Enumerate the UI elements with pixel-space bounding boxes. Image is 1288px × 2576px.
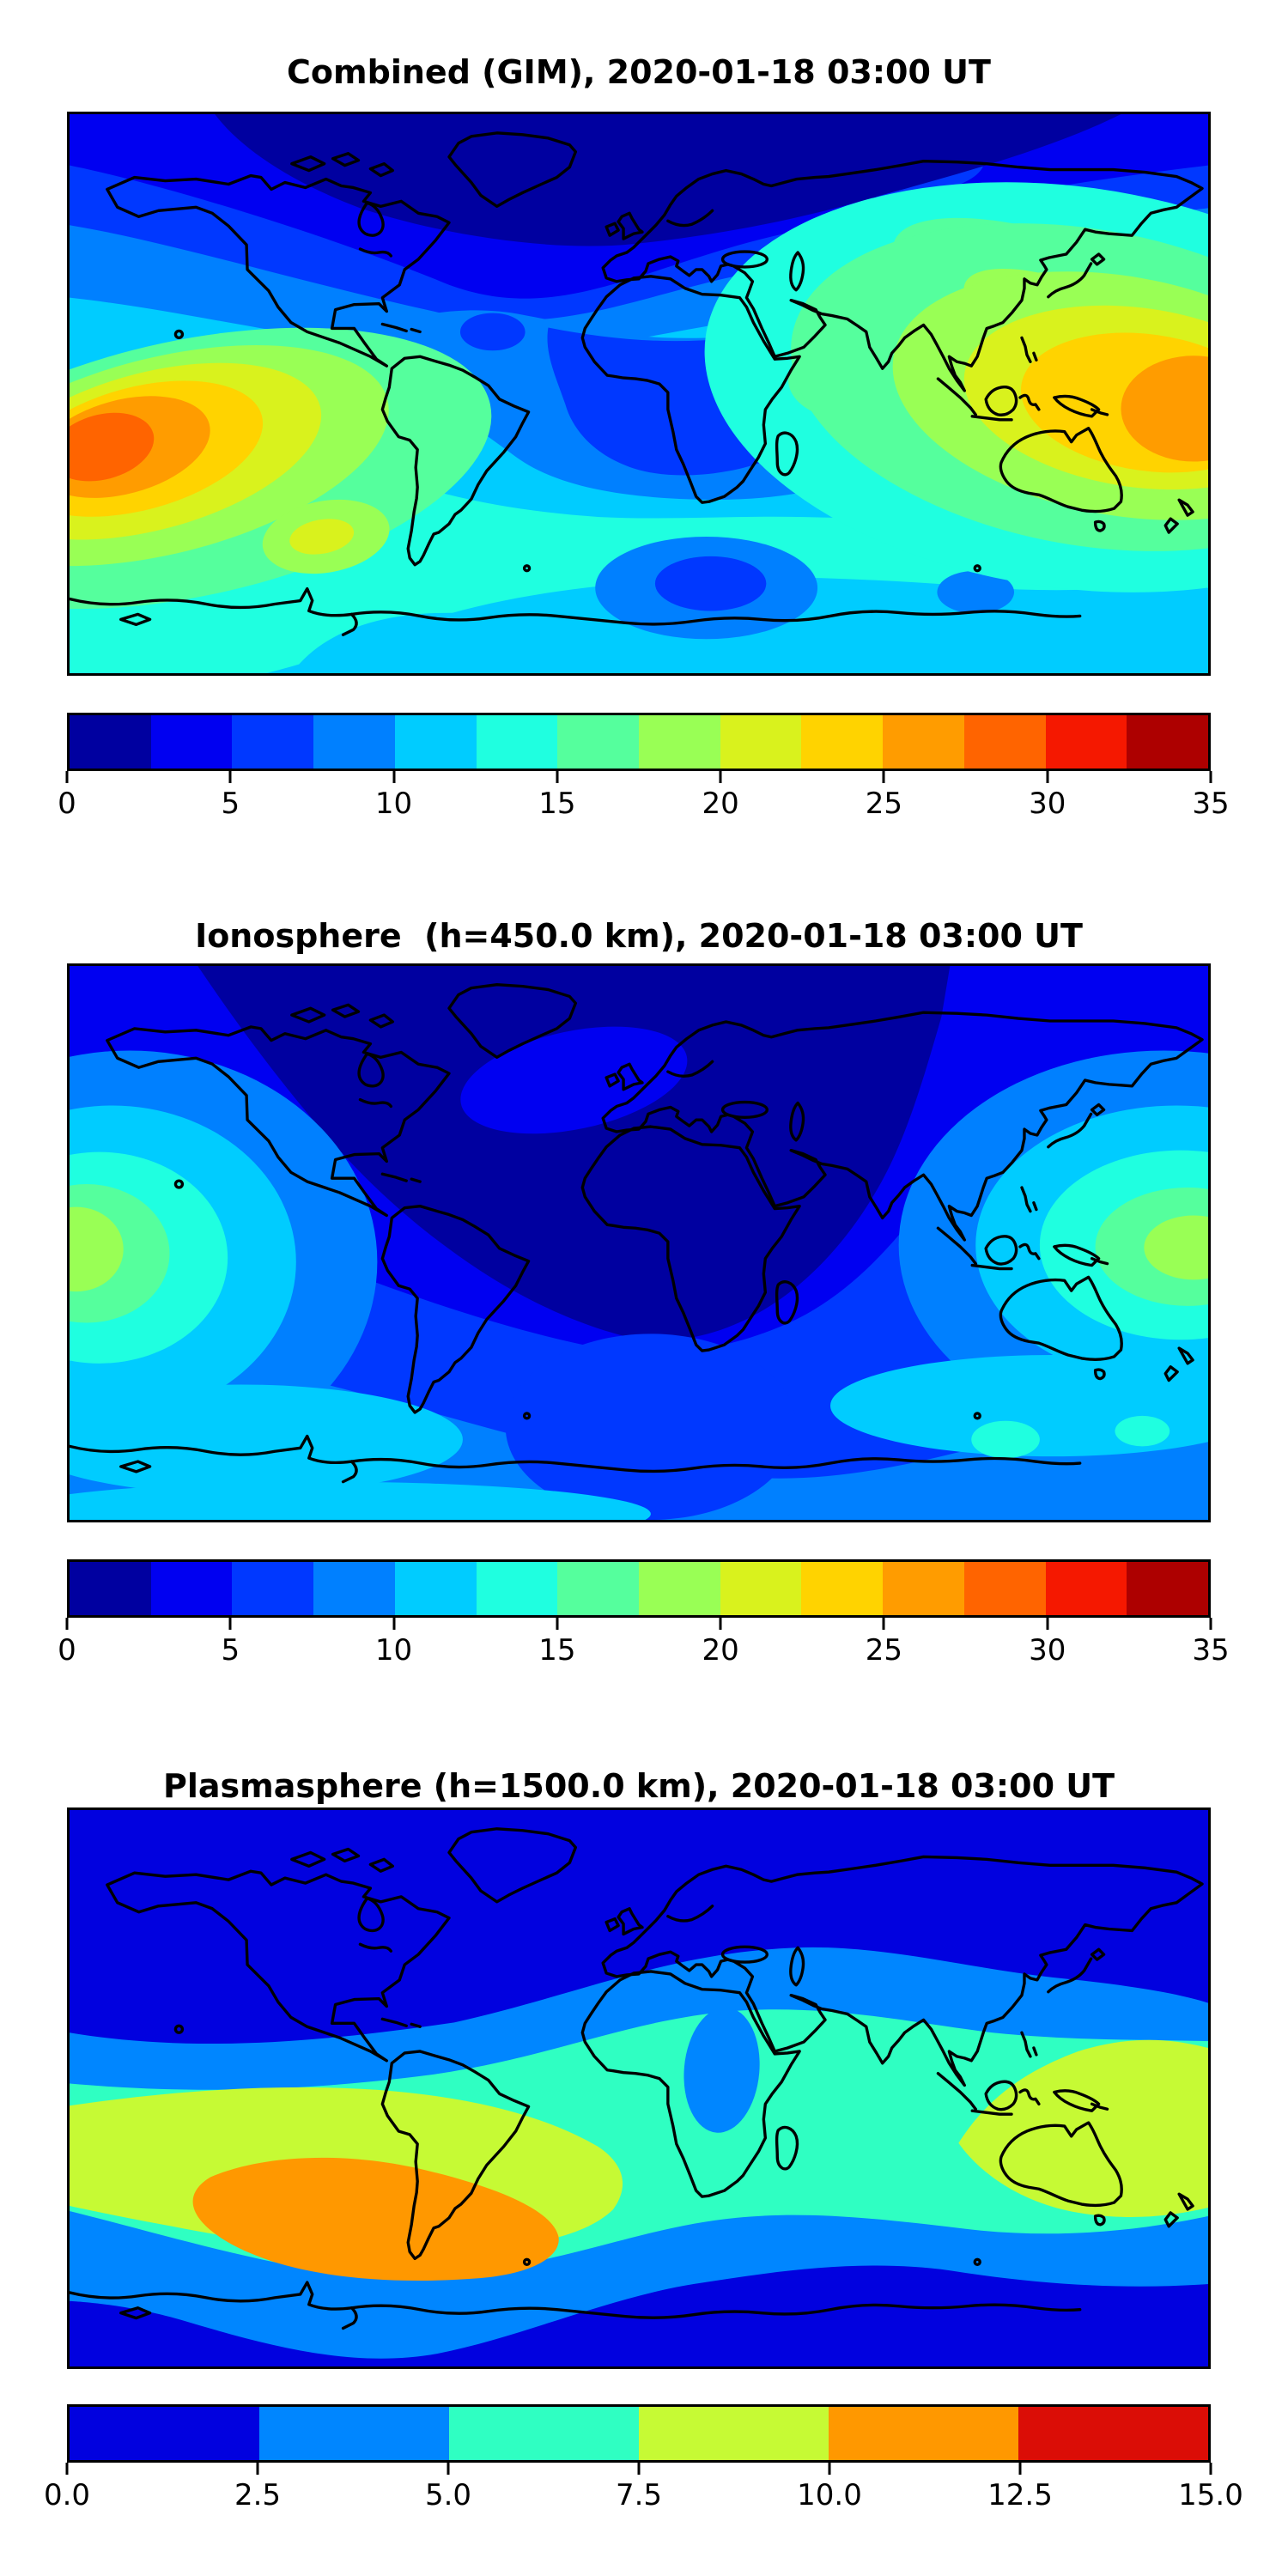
panel-title-plasmasphere: Plasmasphere (h=1500.0 km), 2020-01-18 0… — [162, 1766, 1115, 1805]
colorbar-segment — [449, 2407, 639, 2460]
map-combined — [67, 112, 1211, 676]
colorbar-segment — [801, 715, 884, 769]
colorbar-tick-label: 0.0 — [43, 2478, 91, 2512]
colorbar-segment — [70, 715, 151, 769]
colorbar-tick-mark — [637, 2463, 641, 2475]
panel-title-ionosphere: Ionosphere (h=450.0 km), 2020-01-18 03:0… — [195, 916, 1083, 955]
colorbar-segment — [883, 1562, 964, 1615]
colorbar-tick-mark — [65, 1618, 69, 1630]
colorbar-segment — [313, 1562, 395, 1615]
colorbar-segment — [476, 715, 558, 769]
colorbar-segment — [313, 715, 395, 769]
colorbar-combined: 0 5 10 15 20 25 30 35 — [58, 713, 1230, 841]
colorbar-tick-label: 0 — [58, 1633, 76, 1668]
colorbar-segment — [801, 1562, 884, 1615]
colorbar-segment — [639, 1562, 720, 1615]
colorbar-segment — [259, 2407, 449, 2460]
colorbar-segment — [963, 1562, 1046, 1615]
colorbar-tick-label: 30 — [1029, 1633, 1066, 1668]
colorbar-band — [67, 713, 1211, 771]
colorbar-tick-mark — [556, 771, 559, 783]
colorbar-tick-mark — [65, 2463, 69, 2475]
colorbar-band — [67, 2404, 1211, 2463]
colorbar-tick-mark — [1018, 2463, 1022, 2475]
colorbar-tick-label: 25 — [865, 1633, 903, 1668]
colorbar-tick-mark — [1209, 2463, 1212, 2475]
colorbar-segment — [883, 715, 964, 769]
colorbar-tick-label: 15 — [538, 1633, 576, 1668]
colorbar-tick-mark — [447, 2463, 450, 2475]
colorbar-tick-mark — [556, 1618, 559, 1630]
colorbar-tick-mark — [228, 771, 232, 783]
colorbar-tick-label: 0 — [58, 787, 76, 821]
colorbar-tick-label: 15.0 — [1178, 2478, 1243, 2512]
colorbar-segment — [150, 715, 233, 769]
colorbar-segment — [1045, 715, 1127, 769]
colorbar-tick-label: 5.0 — [424, 2478, 472, 2512]
colorbar-tick-label: 25 — [865, 787, 903, 821]
colorbar-segment — [557, 1562, 640, 1615]
colorbar-tick-mark — [392, 771, 396, 783]
colorbar-tick-mark — [882, 1618, 885, 1630]
colorbar-segment — [963, 715, 1046, 769]
colorbar-tick-mark — [828, 2463, 831, 2475]
colorbar-tick-label: 35 — [1192, 787, 1230, 821]
colorbar-ionosphere: 0 5 10 15 20 25 30 35 — [58, 1559, 1230, 1688]
colorbar-segment — [1127, 1562, 1209, 1615]
colorbar-tick-label: 10 — [374, 787, 413, 821]
colorbar-tick-label: 20 — [702, 787, 739, 821]
colorbar-tick-mark — [719, 1618, 722, 1630]
colorbar-band — [67, 1559, 1211, 1618]
colorbar-tick-mark — [719, 771, 722, 783]
colorbar-tick-mark — [1209, 1618, 1212, 1630]
colorbar-segment — [1045, 1562, 1127, 1615]
colorbar-tick-mark — [65, 771, 69, 783]
colorbar-tick-label: 5 — [221, 1633, 240, 1668]
colorbar-segment — [476, 1562, 558, 1615]
panel-title-combined: Combined (GIM), 2020-01-18 03:00 UT — [287, 52, 991, 91]
colorbar-segment — [557, 715, 640, 769]
colorbar-tick-mark — [392, 1618, 396, 1630]
colorbar-tick-label: 5 — [221, 787, 240, 821]
contour-map-plasmasphere — [70, 1810, 1208, 2366]
colorbar-segment — [829, 2407, 1018, 2460]
colorbar-tick-label: 10.0 — [797, 2478, 862, 2512]
colorbar-segment — [720, 715, 802, 769]
colorbar-tick-mark — [1046, 1618, 1049, 1630]
colorbar-segment — [232, 715, 314, 769]
contour-map-combined — [70, 114, 1208, 673]
colorbar-tick-label: 20 — [702, 1633, 739, 1668]
colorbar-segment — [1127, 715, 1209, 769]
colorbar-tick-label: 10 — [374, 1633, 413, 1668]
colorbar-segment — [232, 1562, 314, 1615]
colorbar-segment — [1018, 2407, 1208, 2460]
colorbar-tick-mark — [1046, 771, 1049, 783]
colorbar-tick-label: 2.5 — [234, 2478, 282, 2512]
colorbar-tick-label: 7.5 — [615, 2478, 663, 2512]
map-plasmasphere — [67, 1807, 1211, 2369]
colorbar-tick-mark — [228, 1618, 232, 1630]
colorbar-segment — [720, 1562, 802, 1615]
colorbar-segment — [394, 1562, 477, 1615]
colorbar-tick-mark — [1209, 771, 1212, 783]
colorbar-segment — [394, 715, 477, 769]
colorbar-segment — [70, 1562, 151, 1615]
colorbar-plasmasphere: 0.0 2.5 5.0 7.5 10.0 12.5 15.0 — [44, 2404, 1243, 2533]
colorbar-tick-label: 15 — [538, 787, 576, 821]
colorbar-tick-mark — [882, 771, 885, 783]
colorbar-tick-label: 12.5 — [987, 2478, 1053, 2512]
contour-map-ionosphere — [70, 966, 1208, 1520]
colorbar-segment — [70, 2407, 259, 2460]
colorbar-segment — [639, 715, 720, 769]
colorbar-tick-label: 30 — [1029, 787, 1066, 821]
colorbar-segment — [639, 2407, 829, 2460]
colorbar-segment — [150, 1562, 233, 1615]
map-ionosphere — [67, 963, 1211, 1522]
colorbar-tick-label: 35 — [1192, 1633, 1230, 1668]
colorbar-tick-mark — [256, 2463, 259, 2475]
